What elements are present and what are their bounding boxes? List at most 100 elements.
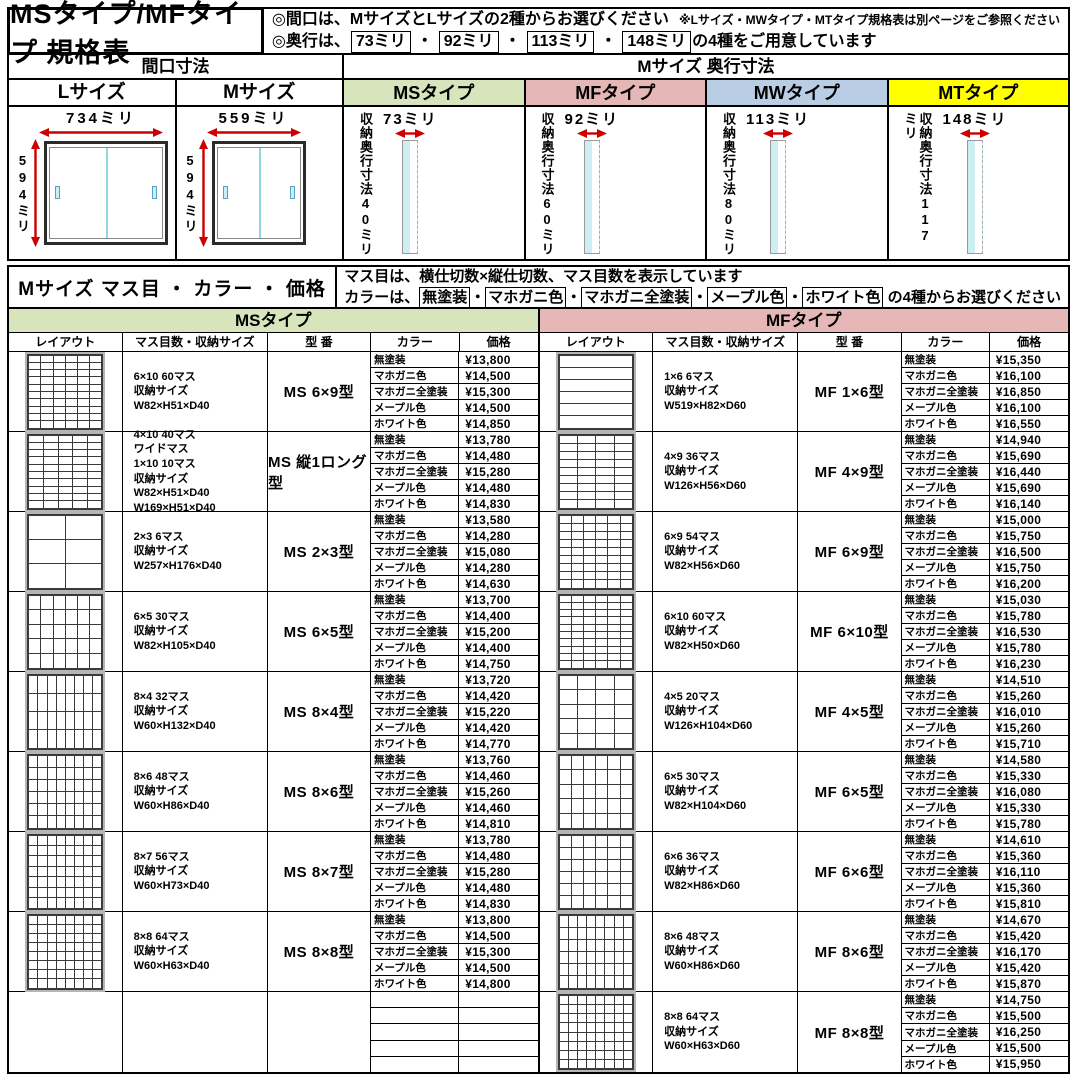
layout-grid-cell (623, 1014, 632, 1023)
layout-grid-cell (605, 1032, 614, 1041)
layout-grid-cell (29, 933, 38, 942)
finish-price-row (371, 1024, 538, 1041)
option-separator: ・ (566, 288, 582, 306)
layout-grid-cell (29, 384, 41, 391)
layout-grid-cell (608, 799, 620, 813)
layout-grid-cell (596, 564, 608, 572)
layout-grid-cell (65, 755, 74, 767)
finish-price-row: 無塗装 ¥14,510 (901, 672, 1068, 688)
model-cell: MF 1×6型 (798, 352, 902, 431)
layout-grid-cell (58, 435, 73, 442)
finish-price-row: 無塗装 ¥15,030 (901, 592, 1068, 608)
layout-grid-cell (623, 964, 632, 976)
option-separator: ・ (416, 32, 433, 50)
finish-price-row: マホガニ色 ¥14,460 (371, 768, 538, 784)
finish-name: ホワイト色 (902, 656, 990, 671)
layout-grid-cell (584, 523, 596, 531)
layout-grid-cell (74, 845, 84, 856)
model-cell (268, 992, 371, 1072)
layout-grid-cell (578, 733, 596, 748)
layout-grid-cell (90, 399, 102, 406)
finish-name: メープル色 (371, 560, 460, 575)
finish-name: マホガニ色 (371, 608, 460, 623)
door-handle-left (55, 185, 60, 199)
layout-grid-cell (608, 639, 620, 646)
layout-grid-cell (608, 661, 620, 668)
spec-cell: 2×3 6マス 収納サイズ W257×H176×D40 (123, 512, 268, 591)
depth-options: 73ミリ・ 92ミリ・ 113ミリ・ 148ミリ (350, 30, 692, 53)
finish-price-row (371, 992, 538, 1009)
finish-price-row: マホガニ全塗装 ¥15,280 (371, 864, 538, 880)
finish-name: 無塗装 (902, 592, 990, 607)
layout-grid-cell (571, 872, 584, 884)
finish-name: マホガニ全塗装 (371, 944, 460, 959)
layout-cell (540, 351, 654, 432)
layout-grid-cell (578, 500, 596, 508)
layout-grid-cell (29, 435, 43, 442)
price-value: ¥16,110 (995, 864, 1041, 879)
spec-cell: 6×5 30マス 収納サイズ W82×H105×D40 (123, 592, 268, 671)
layout-grid-cell (29, 472, 43, 479)
layout-grid-cell (596, 492, 614, 500)
layout-grid-cell (559, 610, 571, 617)
finish-price-cell: 無塗装 ¥15,030 マホガニ色 ¥15,780 マホガニ全塗装 ¥16,530 メープル… (901, 592, 1068, 671)
price-value: ¥14,460 (465, 768, 511, 783)
layout-grid-cell (620, 847, 632, 859)
layout-grid-cell (584, 653, 596, 661)
finish-price-row: 無塗装 ¥15,000 (901, 512, 1068, 528)
layout-grid-cell (74, 877, 84, 887)
color-note: カラーは、 無塗装・マホガニ色・マホガニ全塗装・メープル色・ホワイト色 の4種から… (344, 286, 1061, 308)
finish-name: ホワイト色 (902, 1056, 990, 1073)
layout-grid-cell (578, 1041, 587, 1050)
layout-grid-cell (56, 816, 65, 828)
price-value: ¥14,750 (465, 656, 511, 671)
model-cell: MF 8×8型 (798, 992, 902, 1072)
option-separator: ・ (470, 288, 486, 306)
finish-name: ホワイト色 (371, 816, 460, 831)
layout-grid-cell (614, 939, 623, 951)
layout-grid-cell (65, 942, 74, 951)
price-value: ¥16,080 (995, 784, 1042, 799)
layout-grid-cell (578, 690, 596, 704)
layout-grid-cell (56, 835, 65, 845)
price-value: ¥15,300 (465, 384, 511, 399)
finish-price-row: メープル色 ¥15,330 (901, 800, 1068, 816)
product-row: 8×6 48マス 収納サイズ W60×H86×D40 MS 8×6型 無塗装 ¥13,… (9, 751, 538, 832)
finish-price-cell: 無塗装 ¥14,610 マホガニ色 ¥15,360 マホガニ全塗装 ¥16,110 メープル… (901, 832, 1068, 911)
layout-grid-cell (571, 835, 584, 847)
layout-grid-cell (29, 610, 41, 624)
layout-grid-cell (65, 384, 77, 391)
layout-grid-cell (58, 493, 73, 501)
layout-grid-cell (614, 1005, 623, 1014)
layout-grid-cell (559, 367, 632, 379)
spec-cell: 8×7 56マス 収納サイズ W60×H73×D40 (123, 832, 268, 911)
layout-grid-cell (571, 653, 584, 661)
layout-grid-cell (29, 915, 38, 924)
model-cell: MS 縦1ロング型 (268, 432, 371, 511)
layout-grid-cell (65, 653, 77, 668)
layout-grid-cell (65, 730, 74, 748)
layout-grid-cell (568, 1050, 578, 1059)
finish-name: 無塗装 (902, 992, 990, 1008)
layout-grid-cell (77, 355, 90, 362)
column-headers: レイアウト マス目数・収納サイズ型 番カラー 価格 (539, 333, 1068, 352)
layout-grid-cell (93, 952, 102, 961)
layout-grid-cell (56, 804, 65, 816)
layout-grid-cell (620, 556, 632, 564)
finish-name: ホワイト色 (902, 736, 990, 751)
layout-grid-cell (584, 872, 596, 884)
layout-grid-cell (614, 733, 632, 748)
layout-grid-cell (58, 442, 73, 450)
layout-cell (540, 511, 654, 592)
layout-grid-cell (74, 730, 84, 748)
note-opening-line: ◎間口は、MサイズとLサイズの2種からお選びください ※Lサイズ・MWタイプ・MT… (272, 10, 1060, 30)
layout-grid-cell (41, 413, 53, 421)
size-label: Mサイズ (176, 80, 342, 107)
finish-name: メープル色 (902, 720, 990, 735)
spec-cell: 6×9 54マス 収納サイズ W82×H56×D60 (653, 512, 799, 591)
finish-name: マホガニ色 (902, 528, 990, 543)
layout-grid-diagram (25, 671, 106, 752)
finish-name: 無塗装 (371, 432, 460, 447)
price-value: ¥13,780 (465, 432, 511, 447)
price-value: ¥14,480 (465, 848, 511, 863)
